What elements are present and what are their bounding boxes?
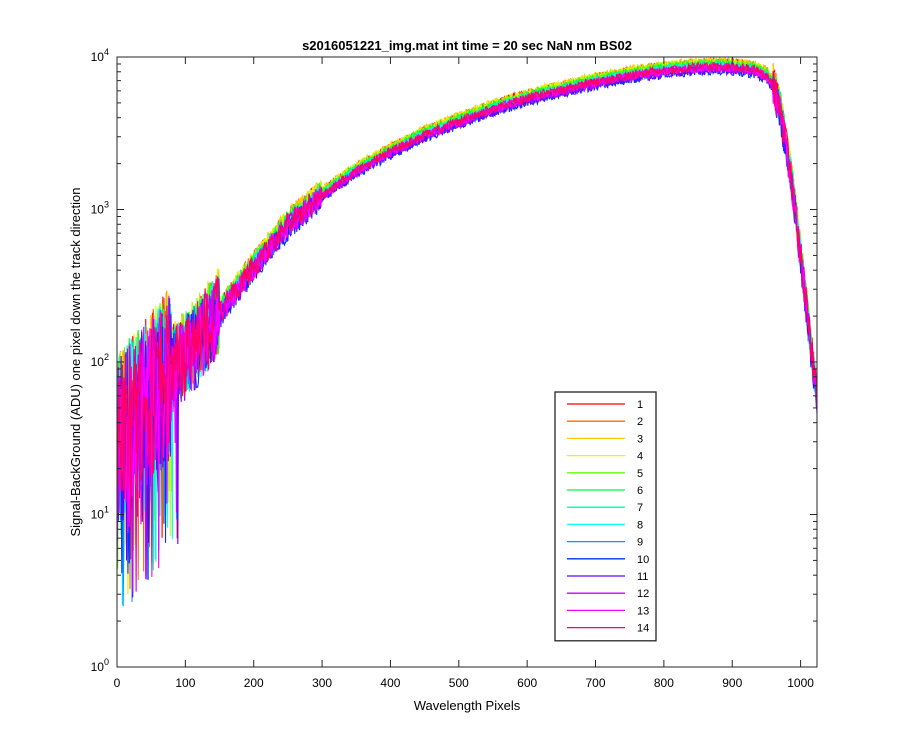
x-tick-label: 1000 <box>787 676 814 690</box>
legend-label: 14 <box>637 623 649 635</box>
legend-label: 10 <box>637 554 649 566</box>
y-tick-exponent: 2 <box>104 352 109 362</box>
legend-label: 13 <box>637 605 649 617</box>
y-tick-exponent: 0 <box>104 657 109 667</box>
series-line-14 <box>117 60 817 560</box>
y-tick-base: 10 <box>91 660 105 674</box>
legend-box <box>554 391 657 642</box>
ticks-layer: 0 100 200 300 400 500 600 700 800 900 100010010110… <box>91 47 817 690</box>
chart-title: s2016051221_img.mat int time = 20 sec Na… <box>302 38 632 53</box>
x-axis-title: Wavelength Pixels <box>414 698 521 713</box>
y-tick-exponent: 4 <box>104 47 109 57</box>
legend-label: 4 <box>637 451 643 463</box>
y-tick-base: 10 <box>91 355 105 369</box>
x-tick-label: 500 <box>449 676 469 690</box>
legend-label: 6 <box>637 485 643 497</box>
y-tick-exponent: 3 <box>104 200 109 210</box>
y-tick-exponent: 1 <box>104 505 109 515</box>
y-tick-label: 100 <box>91 657 109 674</box>
legend-label: 3 <box>637 433 643 445</box>
x-tick-label: 800 <box>654 676 674 690</box>
x-tick-label: 400 <box>380 676 400 690</box>
x-tick-label: 0 <box>114 676 121 690</box>
y-tick-base: 10 <box>91 203 105 217</box>
x-tick-label: 200 <box>244 676 264 690</box>
y-axis-title: Signal-BackGround (ADU) one pixel down t… <box>68 187 83 536</box>
plot-area: 0 100 200 300 400 500 600 700 800 900 100010010110… <box>91 47 818 690</box>
legend-label: 11 <box>637 571 648 583</box>
legend-label: 12 <box>637 588 649 600</box>
x-tick-label: 300 <box>312 676 332 690</box>
x-tick-label: 100 <box>175 676 195 690</box>
legend-label: 2 <box>637 416 643 428</box>
series-layer <box>117 57 817 607</box>
legend-label: 9 <box>637 537 643 549</box>
y-tick-base: 10 <box>91 50 105 64</box>
x-tick-label: 600 <box>517 676 537 690</box>
legend-label: 5 <box>637 468 643 480</box>
y-tick-label: 104 <box>91 47 109 64</box>
legend-label: 7 <box>637 502 643 514</box>
x-tick-label: 700 <box>586 676 606 690</box>
y-tick-base: 10 <box>91 508 105 522</box>
plot-frame <box>117 57 817 667</box>
y-tick-label: 103 <box>91 200 109 217</box>
y-tick-label: 101 <box>91 505 109 522</box>
legend-label: 1 <box>637 399 643 411</box>
y-tick-label: 102 <box>91 352 109 369</box>
legend-label: 8 <box>637 519 643 531</box>
x-tick-label: 900 <box>722 676 742 690</box>
